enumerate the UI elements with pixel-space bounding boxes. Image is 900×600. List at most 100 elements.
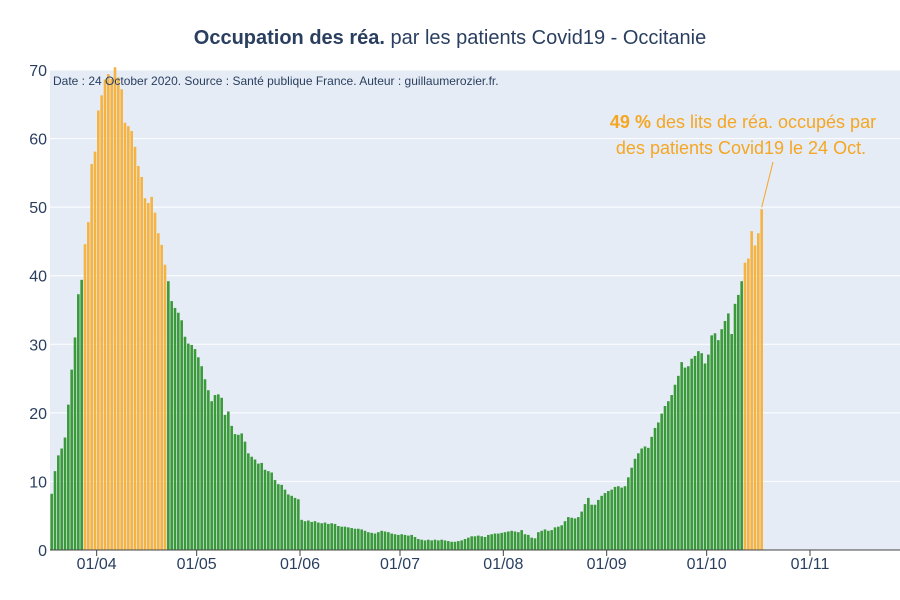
bar-green	[650, 436, 653, 550]
x-tick-label: 01/06	[280, 556, 320, 573]
bar-green	[477, 535, 480, 550]
bar-green	[347, 527, 350, 550]
bar-green	[603, 493, 607, 550]
bar-green	[737, 294, 740, 550]
bar-green	[440, 539, 443, 550]
bar-green	[633, 458, 637, 550]
bar-green	[727, 313, 730, 550]
bar-green	[573, 518, 577, 550]
bar-green	[627, 477, 630, 550]
bar-green	[190, 344, 193, 550]
bar-green	[723, 320, 727, 550]
bar-green	[543, 529, 547, 550]
source-note: Date : 24 October 2020. Source : Santé p…	[53, 74, 499, 88]
bar-green	[230, 425, 233, 550]
bar-green	[303, 521, 307, 550]
bar-green	[220, 397, 223, 550]
bar-green	[197, 357, 200, 550]
bar-green	[333, 523, 337, 550]
y-tick-label: 0	[38, 543, 47, 560]
bar-green	[400, 534, 403, 550]
bar-green	[663, 406, 667, 550]
bar-orange	[157, 233, 160, 550]
bar-green	[547, 530, 550, 550]
bar-green	[447, 541, 450, 550]
bar-green	[610, 489, 613, 550]
bar-green	[367, 532, 370, 550]
bar-green	[647, 447, 650, 550]
annotation-line-2: des patients Covid19 le 24 Oct.	[616, 138, 866, 158]
bar-green	[730, 334, 733, 550]
bar-green	[260, 462, 263, 550]
bar-green	[240, 433, 243, 550]
bar-orange	[150, 196, 153, 551]
y-tick-label: 70	[29, 63, 47, 80]
bar-orange	[100, 95, 103, 551]
bar-green	[270, 472, 273, 550]
bar-green	[397, 534, 400, 550]
bar-green	[387, 532, 390, 550]
bar-green	[527, 534, 530, 550]
y-tick-label: 20	[29, 406, 47, 423]
y-axis-ticks: 0 10 20 30 40 50 60 70	[29, 63, 47, 560]
bar-green	[710, 335, 713, 550]
bar-green	[223, 414, 227, 550]
bar-orange	[760, 209, 763, 550]
bar-orange	[153, 212, 157, 550]
bar-green	[330, 523, 333, 550]
bar-orange	[123, 122, 127, 551]
bar-green	[277, 484, 280, 550]
bar-green	[370, 532, 373, 550]
bar-green	[243, 441, 247, 550]
bar-green	[410, 534, 413, 550]
x-tick-label: 01/04	[77, 556, 117, 573]
y-tick-label: 60	[29, 132, 47, 149]
bar-green	[373, 533, 377, 550]
bar-green	[740, 281, 743, 550]
bar-green	[343, 526, 347, 550]
bar-green	[623, 486, 627, 550]
bar-green	[283, 489, 287, 550]
bar-green	[637, 453, 640, 550]
bar-green	[327, 523, 330, 550]
bar-green	[63, 437, 67, 550]
bar-green	[313, 521, 317, 550]
bar-green	[473, 536, 477, 550]
bar-green	[583, 504, 587, 550]
bar-green	[470, 536, 473, 550]
bar-green	[217, 394, 220, 550]
bar-green	[617, 486, 620, 550]
bar-green	[323, 522, 327, 550]
bar-green	[437, 540, 440, 550]
bar-green	[587, 497, 590, 550]
bar-green	[293, 497, 297, 550]
bar-green	[413, 536, 417, 550]
annotation-value: 49 %	[610, 112, 651, 132]
bar-green	[457, 541, 460, 550]
bar-green	[77, 294, 80, 550]
bar-green	[553, 527, 557, 550]
bar-green	[300, 519, 303, 550]
bar-green	[80, 279, 83, 550]
bar-green	[353, 528, 357, 550]
bar-green	[53, 471, 57, 550]
bar-orange	[143, 198, 147, 551]
bar-green	[200, 366, 203, 550]
bar-green	[550, 530, 553, 550]
bar-green	[613, 486, 617, 550]
bar-green	[407, 535, 410, 550]
bar-green	[390, 533, 393, 550]
bar-green	[207, 390, 210, 550]
bar-orange	[750, 231, 753, 550]
x-tick-label: 01/10	[687, 556, 727, 573]
bar-green	[310, 521, 313, 550]
bar-green	[520, 530, 523, 550]
bar-orange	[120, 89, 123, 550]
bar-green	[213, 395, 217, 550]
x-tick-label: 01/05	[177, 556, 217, 573]
bar-green	[73, 337, 77, 550]
y-tick-label: 40	[29, 269, 47, 286]
bar-green	[607, 491, 610, 550]
bar-green	[707, 354, 710, 550]
bar-green	[460, 540, 463, 550]
